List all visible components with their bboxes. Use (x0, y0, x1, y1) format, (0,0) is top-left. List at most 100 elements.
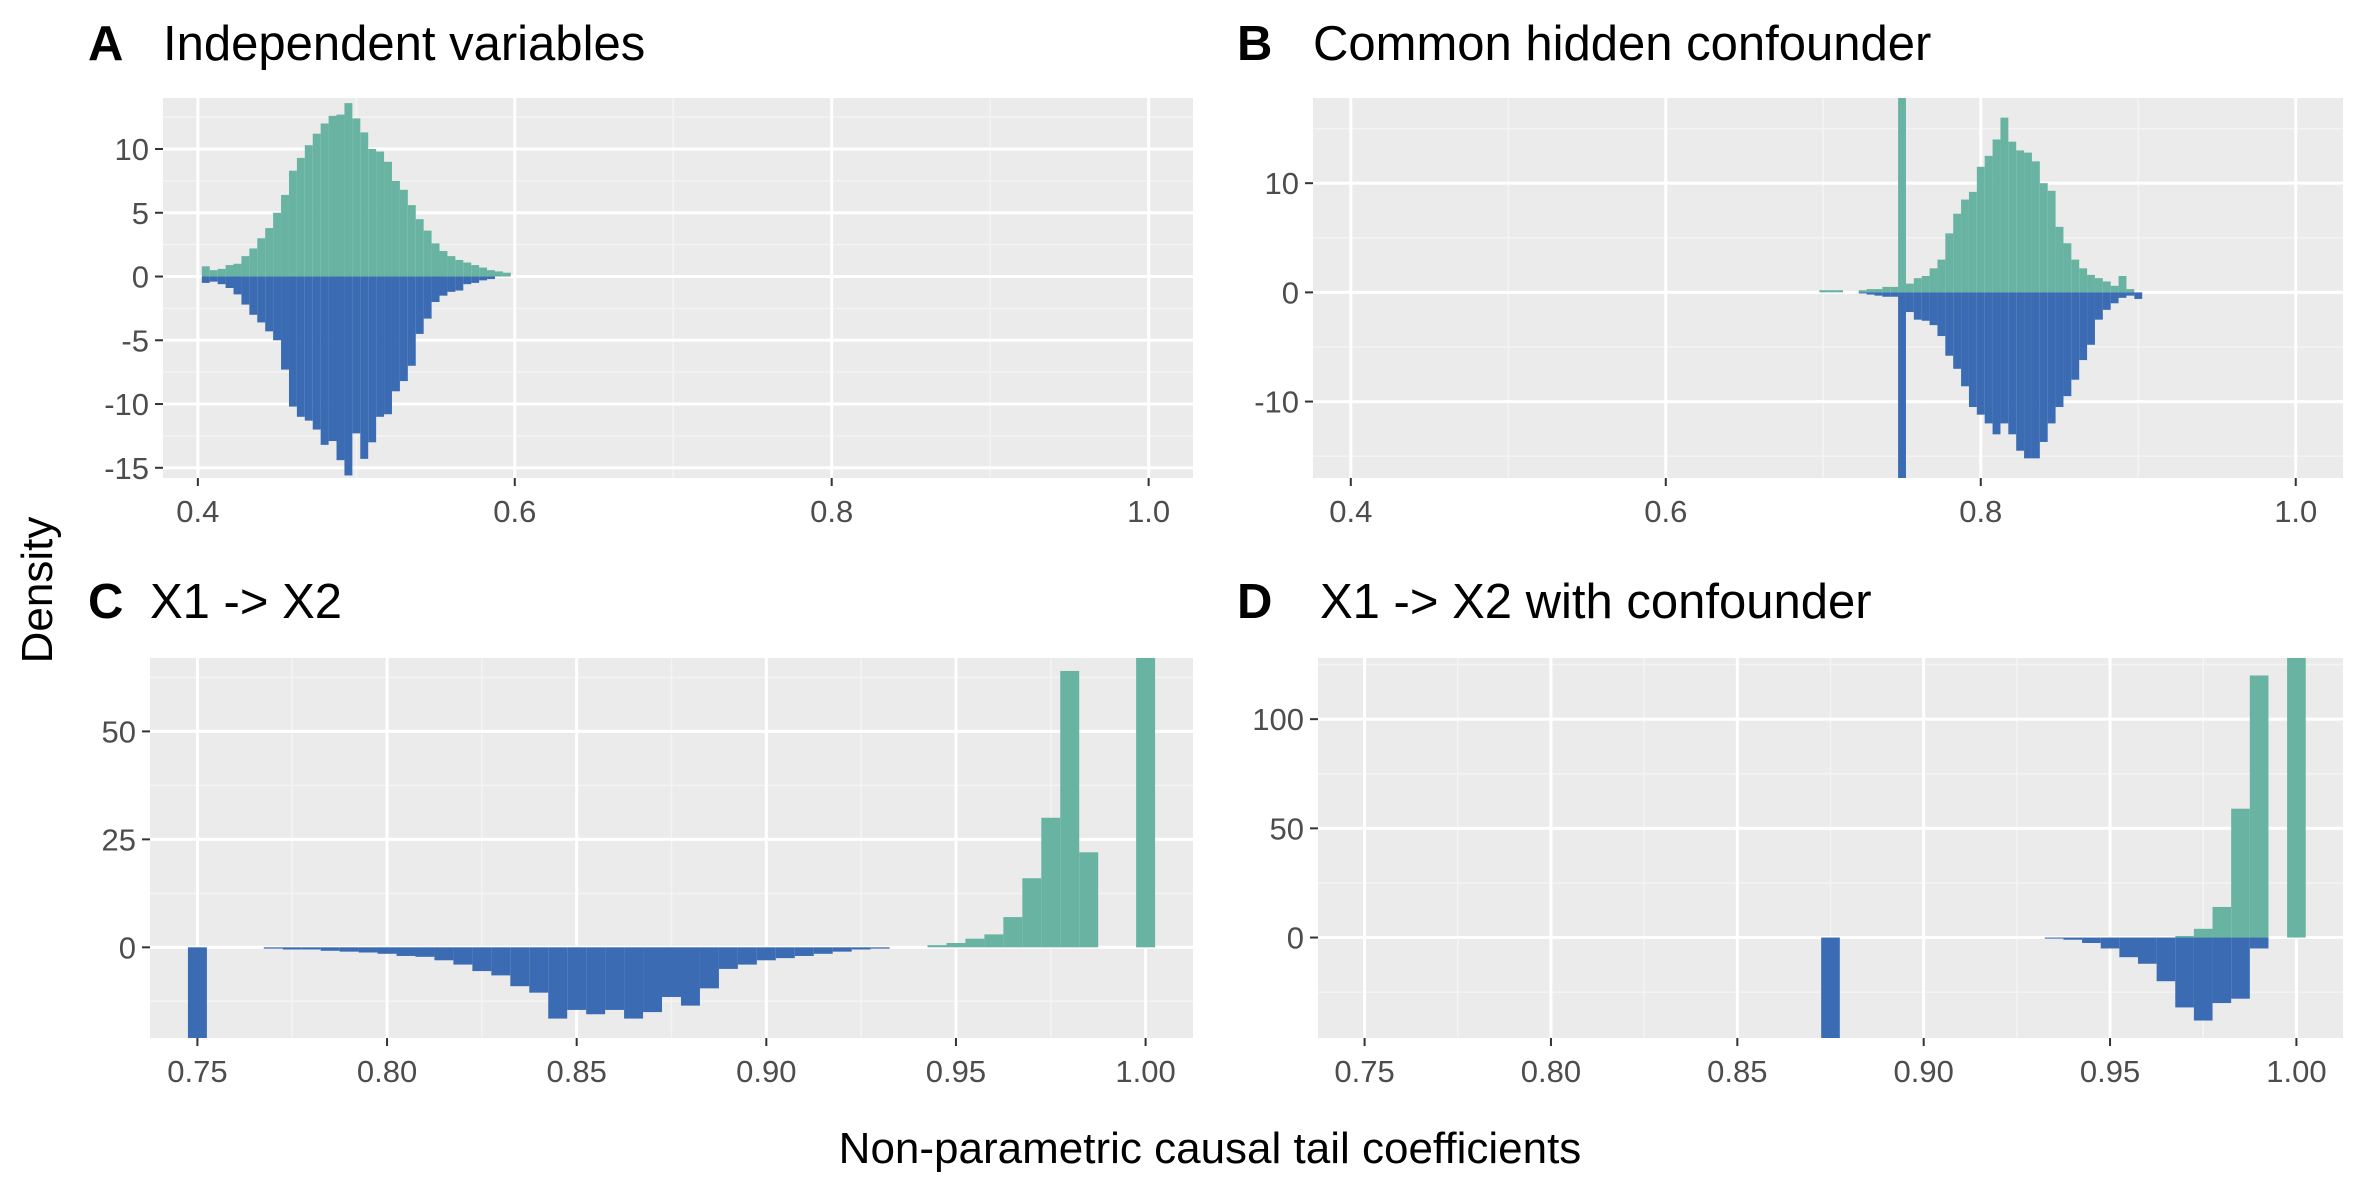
y-tick-label: -10 (104, 387, 149, 422)
bar-upper (328, 115, 337, 277)
bar-upper (2126, 289, 2135, 293)
x-tick-label: 0.6 (493, 494, 536, 529)
bar-lower (662, 947, 681, 997)
bar-lower (344, 276, 353, 476)
bar-lower (775, 947, 795, 959)
bar-upper (1937, 259, 1946, 293)
y-tick-label: 50 (102, 714, 136, 749)
bar-upper (391, 180, 400, 277)
bar-upper (2231, 808, 2250, 938)
bar-lower (491, 947, 511, 976)
bar-lower (368, 276, 377, 443)
bar-lower (794, 947, 814, 956)
bar-lower (1890, 292, 1899, 297)
bar-upper (320, 123, 329, 277)
bar-upper (1136, 658, 1156, 948)
bar-upper (1890, 286, 1899, 293)
bar-lower (2193, 937, 2213, 1021)
bar-lower (233, 276, 242, 295)
bar-lower (288, 276, 297, 407)
bar-lower (415, 947, 435, 957)
bar-lower (225, 276, 234, 288)
bar-lower (434, 947, 454, 961)
y-tick-label: 25 (102, 822, 136, 857)
panel-d-bars (1821, 658, 2306, 1038)
bar-lower (2175, 937, 2194, 1008)
bar-lower (813, 947, 833, 954)
bar-lower (2134, 292, 2143, 299)
bar-lower (2110, 292, 2119, 304)
bar-upper (471, 265, 480, 277)
bar-upper (2094, 278, 2103, 293)
bar-upper (1929, 268, 1938, 293)
bar-lower (2039, 292, 2048, 442)
bar-lower (2063, 937, 2083, 940)
bar-lower (1858, 292, 1867, 294)
panel-c-plot: 0.75 0.80 0.85 0.90 0.95 1.00 50 25 0 (102, 658, 1193, 1089)
bar-upper (1992, 139, 2001, 293)
bar-lower (1945, 292, 1954, 356)
bar-upper (2063, 243, 2072, 293)
bar-upper (2175, 936, 2194, 938)
bar-upper (1984, 155, 1993, 293)
bar-upper (2031, 161, 2040, 293)
y-tick-label: 0 (119, 930, 136, 965)
bar-lower (2138, 937, 2157, 964)
panel-b-background (1313, 98, 2343, 478)
y-tick-label: -5 (121, 323, 149, 358)
bar-upper (2047, 190, 2056, 293)
bar-lower (265, 276, 274, 332)
bar-upper (1882, 286, 1891, 293)
bar-lower (2094, 292, 2103, 320)
bar-lower (304, 276, 313, 421)
bar-lower (2044, 937, 2064, 939)
x-tick-label: 0.8 (810, 494, 853, 529)
bar-upper (233, 263, 242, 277)
bar-lower (1921, 292, 1930, 321)
bar-lower (1882, 292, 1891, 297)
bar-lower (2024, 292, 2032, 459)
panel-c-grid (150, 658, 1193, 1038)
bar-lower (2119, 937, 2138, 958)
x-tick-label: 1.0 (2274, 494, 2317, 529)
bar-upper (384, 161, 392, 277)
bar-lower (320, 947, 340, 951)
bar-upper (201, 266, 210, 277)
x-tick-label: 1.0 (1127, 494, 1170, 529)
bar-upper (2249, 675, 2269, 938)
x-tick-label: 0.85 (547, 1054, 607, 1089)
x-tick-label: 0.80 (1521, 1054, 1581, 1089)
bar-lower (2071, 292, 2080, 380)
bar-upper (463, 262, 472, 277)
bar-lower (2047, 292, 2056, 424)
bar-upper (249, 248, 258, 277)
x-tick-label: 0.6 (1644, 494, 1687, 529)
bar-upper (209, 270, 218, 277)
bar-lower (567, 947, 587, 1010)
bar-lower (273, 276, 282, 341)
bar-lower (187, 947, 207, 1038)
bar-upper (2212, 906, 2232, 938)
bar-upper (502, 272, 511, 277)
bar-upper (2000, 117, 2009, 293)
bar-lower (2102, 292, 2111, 310)
bar-lower (396, 947, 416, 956)
x-tick-label: 0.90 (1894, 1054, 1954, 1089)
bar-lower (2100, 937, 2120, 949)
bar-lower (2008, 292, 2017, 435)
bar-lower (439, 276, 448, 296)
panel-c: C X1 -> X2 0.75 0.80 0.85 0.90 0.95 1.00 50 25 0 (88, 575, 1193, 1089)
bar-upper (1827, 290, 1836, 293)
bar-lower (358, 947, 378, 953)
bar-lower (423, 276, 432, 319)
panel-a-letter: A (88, 17, 123, 71)
bar-lower (1961, 292, 1969, 387)
bar-upper (1819, 290, 1828, 293)
x-tick-label: 0.75 (167, 1054, 227, 1089)
bar-lower (529, 947, 549, 993)
bar-upper (2008, 141, 2017, 293)
x-tick-label: 0.95 (926, 1054, 986, 1089)
bar-lower (301, 947, 321, 950)
bar-upper (407, 205, 416, 277)
bar-lower (376, 276, 385, 417)
